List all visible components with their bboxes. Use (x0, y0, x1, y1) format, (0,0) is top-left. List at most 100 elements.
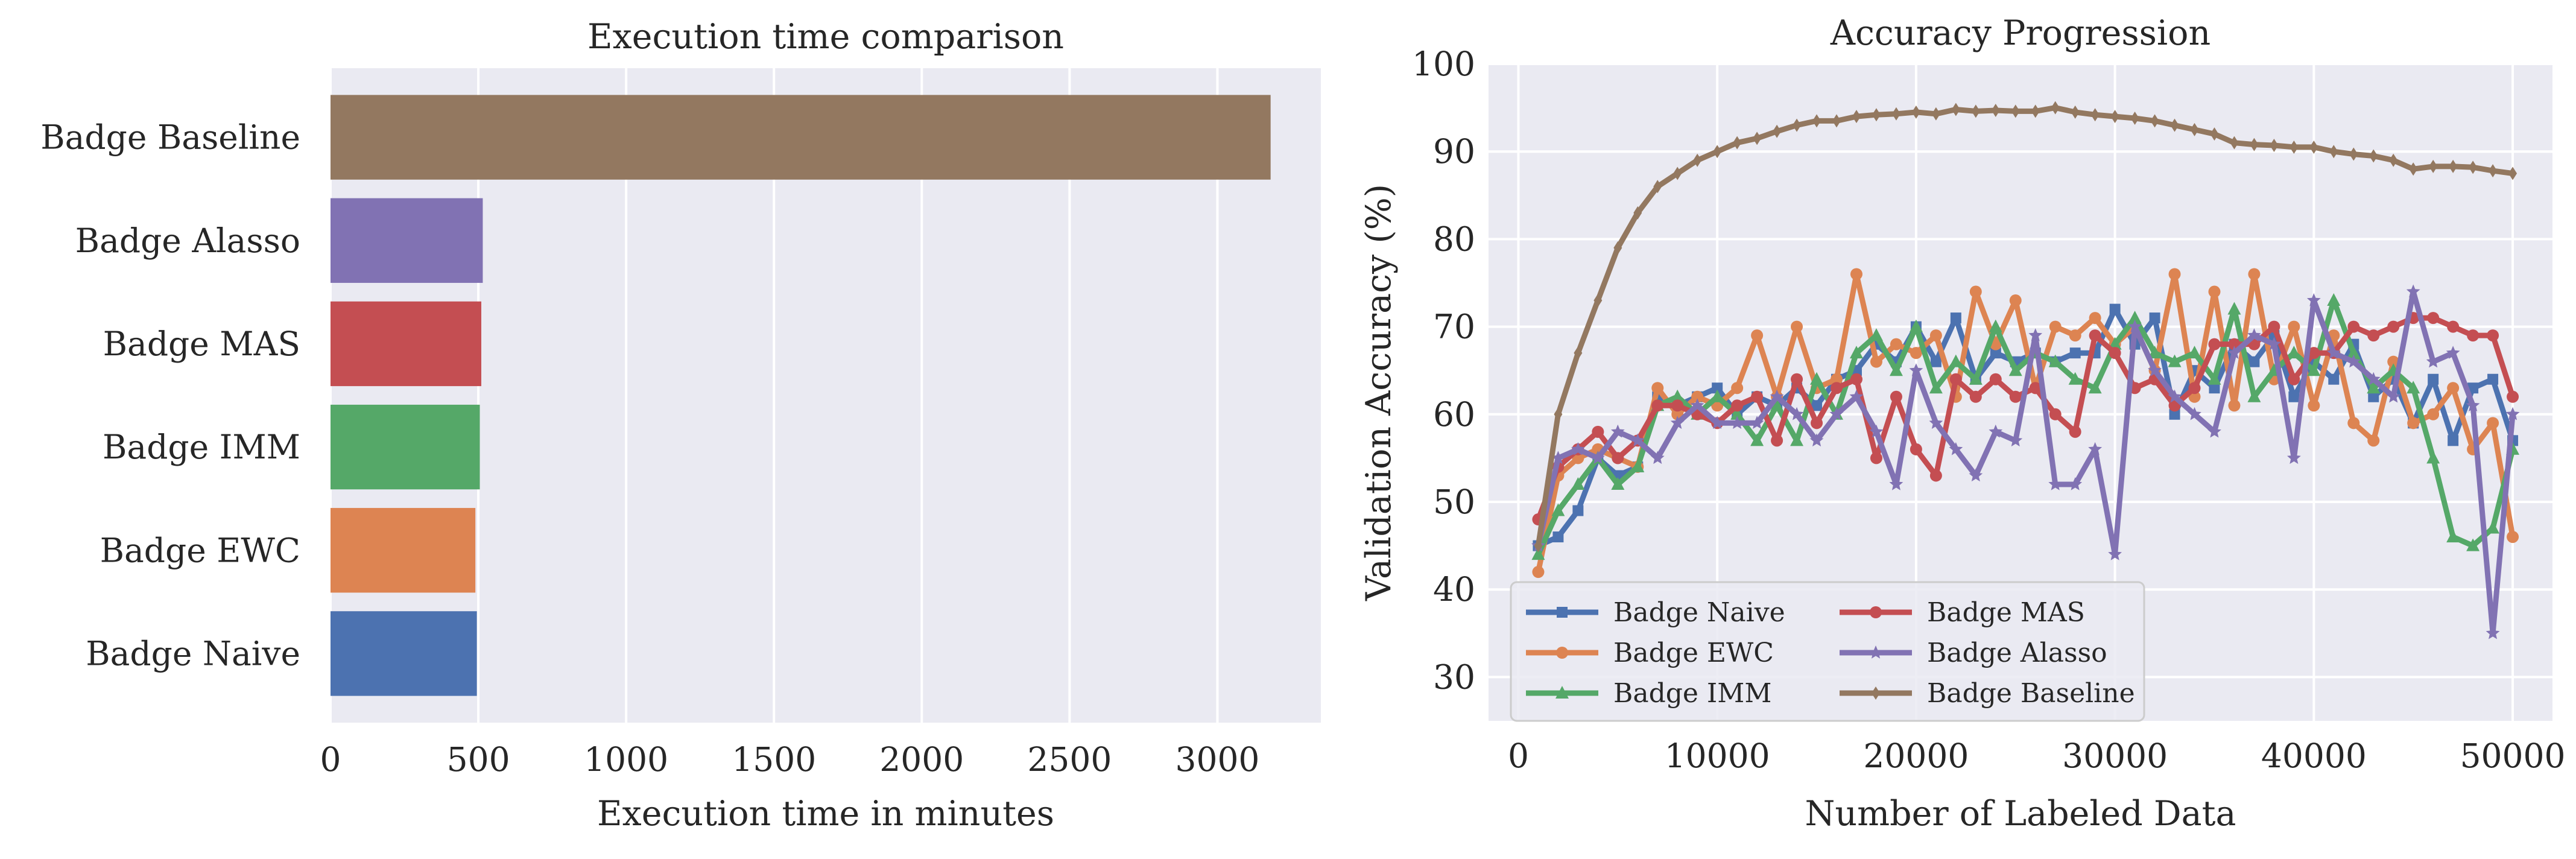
point-badge-naive-38 (2288, 391, 2300, 402)
point-badge-alasso-23 (1989, 424, 2003, 438)
point-badge-naive-47 (2467, 382, 2479, 394)
legend-marker-badge-alasso (1869, 645, 1883, 659)
point-badge-baseline-45 (2429, 159, 2438, 173)
point-badge-ewc-13 (1791, 320, 1803, 333)
point-badge-mas-34 (2208, 338, 2221, 350)
left-y-tick-3: Badge IMM (103, 428, 300, 466)
point-badge-baseline-3 (1593, 294, 1603, 308)
point-badge-alasso-49 (2505, 407, 2520, 420)
point-badge-ewc-28 (2089, 312, 2101, 325)
point-badge-baseline-19 (1911, 105, 1920, 119)
point-badge-baseline-0 (1534, 539, 1543, 553)
point-badge-imm-16 (1849, 346, 1863, 359)
left-y-tick-5: Badge Naive (86, 634, 300, 673)
point-badge-ewc-22 (1969, 285, 1982, 298)
legend-entry-badge-baseline: Badge Baseline (1840, 678, 2135, 709)
point-badge-imm-22 (1969, 372, 1983, 385)
point-badge-baseline-8 (1693, 153, 1702, 167)
point-badge-ewc-17 (1870, 355, 1882, 368)
point-badge-mas-13 (1791, 373, 1803, 385)
point-badge-ewc-39 (2308, 399, 2320, 412)
bar-badge-mas (331, 301, 481, 387)
point-badge-alasso-29 (2108, 547, 2122, 560)
point-badge-ewc-27 (2069, 329, 2081, 342)
point-badge-imm-5 (1631, 459, 1645, 472)
point-badge-imm-21 (1949, 354, 1963, 367)
point-badge-ewc-0 (1532, 566, 1545, 578)
point-badge-mas-19 (1910, 443, 1922, 455)
point-badge-mas-16 (1850, 373, 1862, 385)
point-badge-naive-34 (2209, 382, 2220, 394)
point-badge-imm-33 (2188, 346, 2201, 359)
point-badge-naive-1 (1552, 531, 1564, 543)
point-badge-imm-48 (2486, 521, 2500, 534)
point-badge-imm-13 (1790, 433, 1804, 446)
point-badge-alasso-15 (1829, 407, 1844, 420)
point-badge-imm-45 (2426, 451, 2440, 464)
point-badge-mas-10 (1731, 399, 1744, 412)
point-badge-alasso-2 (1571, 442, 1585, 455)
point-badge-ewc-18 (1890, 338, 1902, 350)
point-badge-alasso-45 (2426, 354, 2440, 368)
point-badge-alasso-8 (1690, 398, 1704, 411)
point-badge-imm-14 (1810, 372, 1824, 385)
point-badge-baseline-40 (2329, 145, 2338, 159)
point-badge-baseline-5 (1633, 206, 1642, 220)
point-badge-alasso-20 (1929, 416, 1943, 429)
point-badge-baseline-28 (2090, 108, 2100, 122)
point-badge-mas-24 (2009, 390, 2022, 403)
point-badge-baseline-42 (2369, 149, 2378, 163)
point-badge-naive-45 (2428, 373, 2439, 385)
point-badge-baseline-29 (2110, 110, 2119, 124)
point-badge-ewc-16 (1850, 268, 1862, 281)
point-badge-alasso-37 (2267, 337, 2281, 350)
point-badge-mas-47 (2467, 329, 2479, 342)
point-badge-imm-11 (1750, 433, 1764, 446)
point-badge-alasso-36 (2247, 328, 2261, 341)
point-badge-baseline-14 (1812, 114, 1821, 128)
point-badge-mas-29 (2109, 347, 2121, 360)
point-badge-naive-20 (1930, 356, 1941, 367)
right-y-tick-6: 90 (1433, 132, 1475, 171)
legend-entry-badge-naive: Badge Naive (1526, 597, 1785, 628)
point-badge-baseline-16 (1852, 110, 1861, 124)
point-badge-imm-44 (2407, 381, 2420, 394)
point-badge-ewc-49 (2507, 531, 2519, 544)
point-badge-imm-23 (1989, 319, 2002, 332)
legend-entry-badge-ewc: Badge EWC (1526, 638, 1774, 668)
point-badge-baseline-4 (1613, 241, 1622, 255)
point-badge-mas-23 (1989, 373, 2002, 385)
right-y-tick-0: 30 (1433, 658, 1475, 696)
legend-label-badge-mas: Badge MAS (1927, 597, 2085, 628)
right-x-tick-labels: 0 10000 20000 30000 40000 50000 (1508, 737, 2566, 775)
point-badge-mas-25 (2029, 382, 2042, 395)
legend-entry-badge-mas: Badge MAS (1840, 597, 2085, 628)
point-badge-ewc-46 (2447, 382, 2460, 395)
legend-label-badge-alasso: Badge Alasso (1927, 638, 2107, 668)
legend-marker-badge-baseline (1872, 686, 1880, 700)
point-badge-imm-30 (2128, 311, 2142, 324)
right-y-tick-7: 100 (1412, 45, 1475, 83)
point-badge-baseline-22 (1971, 104, 1980, 118)
legend-label-badge-naive: Badge Naive (1613, 597, 1785, 628)
point-badge-imm-28 (2088, 381, 2102, 394)
legend-marker-badge-naive (1557, 607, 1568, 618)
point-badge-baseline-33 (2190, 122, 2199, 136)
point-badge-imm-18 (1889, 363, 1903, 376)
bar-badge-imm (331, 404, 480, 490)
left-x-tick-2: 1000 (584, 740, 668, 779)
left-x-axis-label: Execution time in minutes (597, 794, 1054, 834)
right-y-tick-labels: 30 40 50 60 70 80 90 100 (1412, 45, 1475, 696)
point-badge-baseline-25 (2031, 104, 2040, 118)
right-x-tick-0: 0 (1508, 737, 1529, 775)
point-badge-imm-24 (2008, 363, 2022, 376)
point-badge-mas-33 (2188, 382, 2201, 395)
point-badge-alasso-4 (1610, 424, 1625, 438)
point-badge-imm-26 (2048, 354, 2062, 367)
legend-entry-badge-alasso: Badge Alasso (1840, 638, 2107, 668)
point-badge-ewc-20 (1929, 329, 1942, 342)
point-badge-mas-46 (2447, 320, 2460, 333)
point-badge-baseline-46 (2449, 159, 2458, 173)
